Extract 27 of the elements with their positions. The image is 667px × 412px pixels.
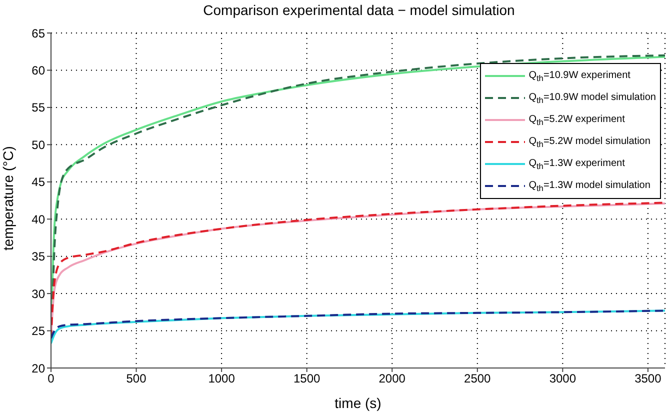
x-axis-title: time (s)	[334, 395, 382, 411]
x-tick-label: 2500	[464, 372, 492, 386]
y-tick-label: 20	[32, 361, 46, 376]
x-tick-label: 500	[126, 372, 147, 386]
y-tick-label: 65	[32, 26, 46, 40]
legend-label: Q$_{th}$=10.9W model simulation	[528, 92, 656, 104]
y-tick-label: 40	[32, 212, 46, 226]
x-tick-label: 3500	[634, 372, 662, 386]
y-tick-label: 55	[32, 100, 46, 115]
legend-label: Q$_{th}$=10.9W experiment	[528, 70, 630, 82]
y-axis-title: temperature (°C)	[0, 146, 16, 250]
x-tick-label: 1000	[208, 372, 236, 386]
legend-label: Q$_{th}$=1.3W model simulation	[528, 180, 650, 192]
legend-label: Q$_{th}$=1.3W experiment	[528, 158, 625, 170]
x-tick-label: 1500	[293, 372, 321, 386]
legend-label: Q$_{th}$=5.2W experiment	[528, 114, 625, 126]
y-tick-label: 35	[32, 250, 46, 264]
x-tick-label: 3000	[549, 372, 576, 386]
legend-label: Q$_{th}$=5.2W model simulation	[528, 136, 650, 148]
y-tick-label: 25	[32, 324, 46, 338]
x-tick-label: 2000	[378, 372, 406, 386]
y-tick-label: 60	[32, 63, 46, 78]
y-tick-label: 50	[32, 138, 46, 152]
y-tick-label: 30	[32, 286, 46, 301]
chart-title: Comparison experimental data − model simulation	[202, 2, 516, 18]
y-tick-label: 45	[32, 175, 46, 190]
x-tick-label: 0	[48, 372, 55, 386]
